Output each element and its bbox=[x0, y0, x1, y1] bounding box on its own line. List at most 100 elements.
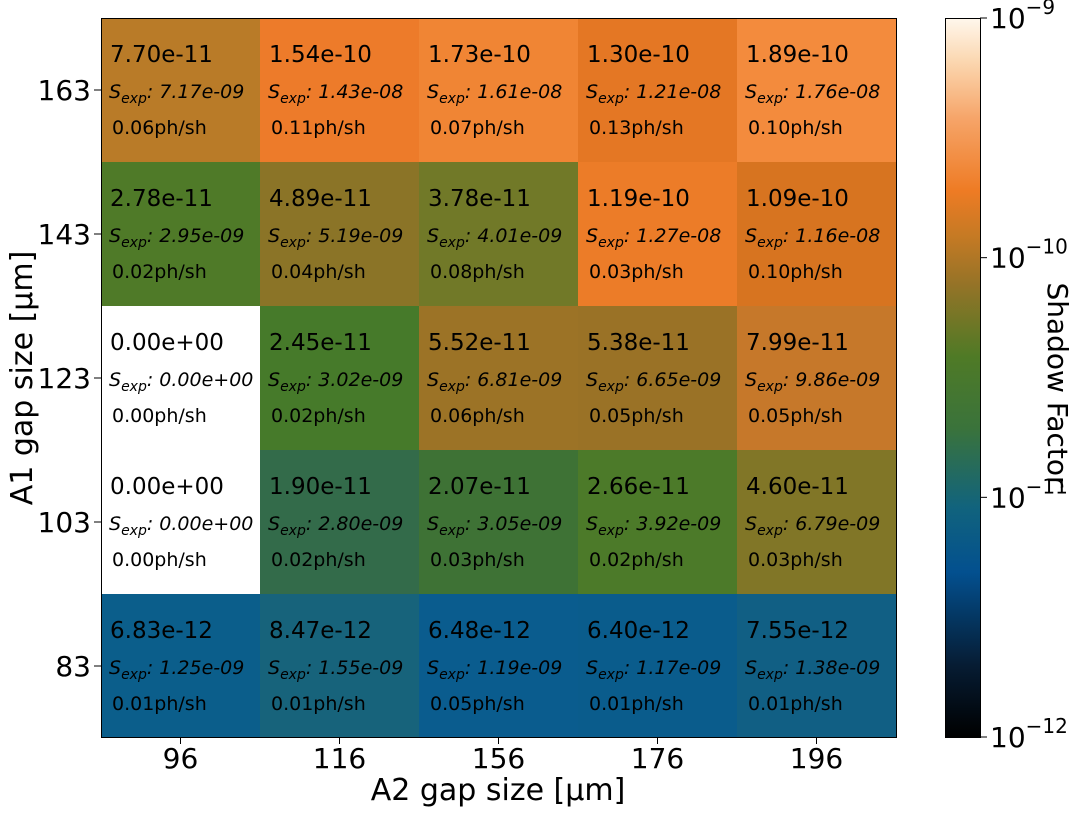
cell-shadow-factor: 0.00e+00 bbox=[110, 330, 224, 356]
y-tick-label: 123 bbox=[38, 362, 91, 395]
sexp-subscript: exp bbox=[757, 667, 783, 683]
cell-shadow-factor: 0.00e+00 bbox=[110, 474, 224, 500]
sexp-subscript: exp bbox=[121, 379, 147, 395]
cell-fill bbox=[101, 594, 260, 738]
cell-sexp: Sexp: 1.43e-08 bbox=[268, 81, 403, 107]
cell-fill bbox=[419, 306, 578, 450]
cell-shadow-factor: 1.89e-10 bbox=[746, 42, 849, 68]
cell-sexp: Sexp: 7.17e-09 bbox=[109, 81, 244, 107]
tick-exponent: −11 bbox=[1026, 474, 1068, 498]
sexp-subscript: exp bbox=[280, 667, 306, 683]
sexp-symbol: S bbox=[586, 513, 598, 535]
sexp-value: : 1.16e-08 bbox=[783, 225, 880, 247]
cell-shadow-factor: 7.99e-11 bbox=[746, 330, 849, 356]
cell-shadow-factor: 8.47e-12 bbox=[269, 618, 372, 644]
heatmap-cell: 2.07e-11 Sexp: 3.05e-09 0.03ph/sh bbox=[419, 450, 578, 594]
cell-photon-rate: 0.00ph/sh bbox=[112, 405, 207, 427]
heatmap-cell: 6.83e-12 Sexp: 1.25e-09 0.01ph/sh bbox=[101, 594, 260, 738]
cell-fill bbox=[578, 306, 737, 450]
heatmap-cell: 5.38e-11 Sexp: 6.65e-09 0.05ph/sh bbox=[578, 306, 737, 450]
cell-sexp: Sexp: 1.27e-08 bbox=[586, 225, 721, 251]
y-axis: 163 143 123 103 83 bbox=[38, 74, 101, 683]
sexp-value: : 3.92e-09 bbox=[624, 513, 721, 535]
sexp-symbol: S bbox=[268, 81, 280, 103]
heatmap-cell: 1.30e-10 Sexp: 1.21e-08 0.13ph/sh bbox=[578, 18, 737, 162]
heatmap-cell: 3.78e-11 Sexp: 4.01e-09 0.08ph/sh bbox=[419, 162, 578, 306]
sexp-symbol: S bbox=[586, 81, 598, 103]
cell-fill bbox=[419, 162, 578, 306]
sexp-value: : 1.25e-09 bbox=[147, 657, 244, 679]
cell-photon-rate: 0.10ph/sh bbox=[748, 261, 843, 283]
cell-sexp: Sexp: 6.81e-09 bbox=[427, 369, 562, 395]
sexp-value: : 2.80e-09 bbox=[306, 513, 403, 535]
cell-photon-rate: 0.01ph/sh bbox=[112, 693, 207, 715]
cell-shadow-factor: 1.19e-10 bbox=[587, 186, 690, 212]
sexp-subscript: exp bbox=[598, 91, 624, 107]
sexp-subscript: exp bbox=[757, 523, 783, 539]
cell-photon-rate: 0.05ph/sh bbox=[589, 405, 684, 427]
cell-photon-rate: 0.02ph/sh bbox=[271, 405, 366, 427]
cell-shadow-factor: 2.66e-11 bbox=[587, 474, 690, 500]
tick-base: 10 bbox=[990, 2, 1026, 35]
heatmap-cell: 6.48e-12 Sexp: 1.19e-09 0.05ph/sh bbox=[419, 594, 578, 738]
sexp-subscript: exp bbox=[757, 91, 783, 107]
cell-photon-rate: 0.05ph/sh bbox=[430, 693, 525, 715]
sexp-subscript: exp bbox=[439, 523, 465, 539]
cell-fill bbox=[419, 450, 578, 594]
cell-sexp: Sexp: 3.02e-09 bbox=[268, 369, 403, 395]
cell-sexp: Sexp: 1.38e-09 bbox=[745, 657, 880, 683]
sexp-value: : 1.27e-08 bbox=[624, 225, 721, 247]
cell-shadow-factor: 1.30e-10 bbox=[587, 42, 690, 68]
cell-shadow-factor: 3.78e-11 bbox=[428, 186, 531, 212]
cell-sexp: Sexp: 2.80e-09 bbox=[268, 513, 403, 539]
cell-photon-rate: 0.03ph/sh bbox=[748, 549, 843, 571]
cell-shadow-factor: 1.09e-10 bbox=[746, 186, 849, 212]
heatmap-cell: 1.90e-11 Sexp: 2.80e-09 0.02ph/sh bbox=[260, 450, 419, 594]
sexp-subscript: exp bbox=[757, 235, 783, 251]
heatmap-cell: 1.19e-10 Sexp: 1.27e-08 0.03ph/sh bbox=[578, 162, 737, 306]
cell-photon-rate: 0.04ph/sh bbox=[271, 261, 366, 283]
sexp-subscript: exp bbox=[280, 379, 306, 395]
cell-photon-rate: 0.06ph/sh bbox=[112, 117, 207, 139]
cell-photon-rate: 0.11ph/sh bbox=[271, 117, 366, 139]
cell-shadow-factor: 7.55e-12 bbox=[746, 618, 849, 644]
cell-shadow-factor: 1.73e-10 bbox=[428, 42, 531, 68]
heatmap-cell: 1.09e-10 Sexp: 1.16e-08 0.10ph/sh bbox=[737, 162, 896, 306]
sexp-symbol: S bbox=[427, 81, 439, 103]
sexp-value: : 3.05e-09 bbox=[465, 513, 562, 535]
sexp-value: : 1.19e-09 bbox=[465, 657, 562, 679]
cell-photon-rate: 0.01ph/sh bbox=[271, 693, 366, 715]
sexp-value: : 2.95e-09 bbox=[147, 225, 244, 247]
cell-sexp: Sexp: 1.19e-09 bbox=[427, 657, 562, 683]
cell-photon-rate: 0.02ph/sh bbox=[271, 549, 366, 571]
cell-shadow-factor: 1.90e-11 bbox=[269, 474, 372, 500]
sexp-symbol: S bbox=[109, 369, 121, 391]
sexp-subscript: exp bbox=[121, 667, 147, 683]
sexp-symbol: S bbox=[268, 657, 280, 679]
cell-shadow-factor: 6.40e-12 bbox=[587, 618, 690, 644]
cell-shadow-factor: 2.78e-11 bbox=[110, 186, 213, 212]
sexp-symbol: S bbox=[745, 657, 757, 679]
colorbar-tick-label: 10−10 bbox=[990, 235, 1068, 275]
cell-photon-rate: 0.08ph/sh bbox=[430, 261, 525, 283]
sexp-value: : 6.65e-09 bbox=[624, 369, 721, 391]
heatmap-cell: 0.00e+00 Sexp: 0.00e+00 0.00ph/sh bbox=[101, 306, 260, 450]
cell-sexp: Sexp: 0.00e+00 bbox=[109, 369, 253, 395]
sexp-symbol: S bbox=[427, 369, 439, 391]
sexp-subscript: exp bbox=[598, 235, 624, 251]
cell-fill bbox=[578, 162, 737, 306]
cell-fill bbox=[578, 18, 737, 162]
heatmap-cell: 7.70e-11 Sexp: 7.17e-09 0.06ph/sh bbox=[101, 18, 260, 162]
colorbar-tick-label: 10−11 bbox=[990, 474, 1068, 514]
cell-sexp: Sexp: 3.05e-09 bbox=[427, 513, 562, 539]
cell-photon-rate: 0.00ph/sh bbox=[112, 549, 207, 571]
sexp-value: : 3.02e-09 bbox=[306, 369, 403, 391]
cell-sexp: Sexp: 1.16e-08 bbox=[745, 225, 880, 251]
sexp-value: : 1.21e-08 bbox=[624, 81, 721, 103]
colorbar-tick-label: 10−12 bbox=[990, 714, 1068, 754]
cell-shadow-factor: 4.60e-11 bbox=[746, 474, 849, 500]
cell-sexp: Sexp: 1.55e-09 bbox=[268, 657, 403, 683]
tick-base: 10 bbox=[990, 242, 1026, 275]
x-tick-label: 196 bbox=[790, 742, 843, 775]
